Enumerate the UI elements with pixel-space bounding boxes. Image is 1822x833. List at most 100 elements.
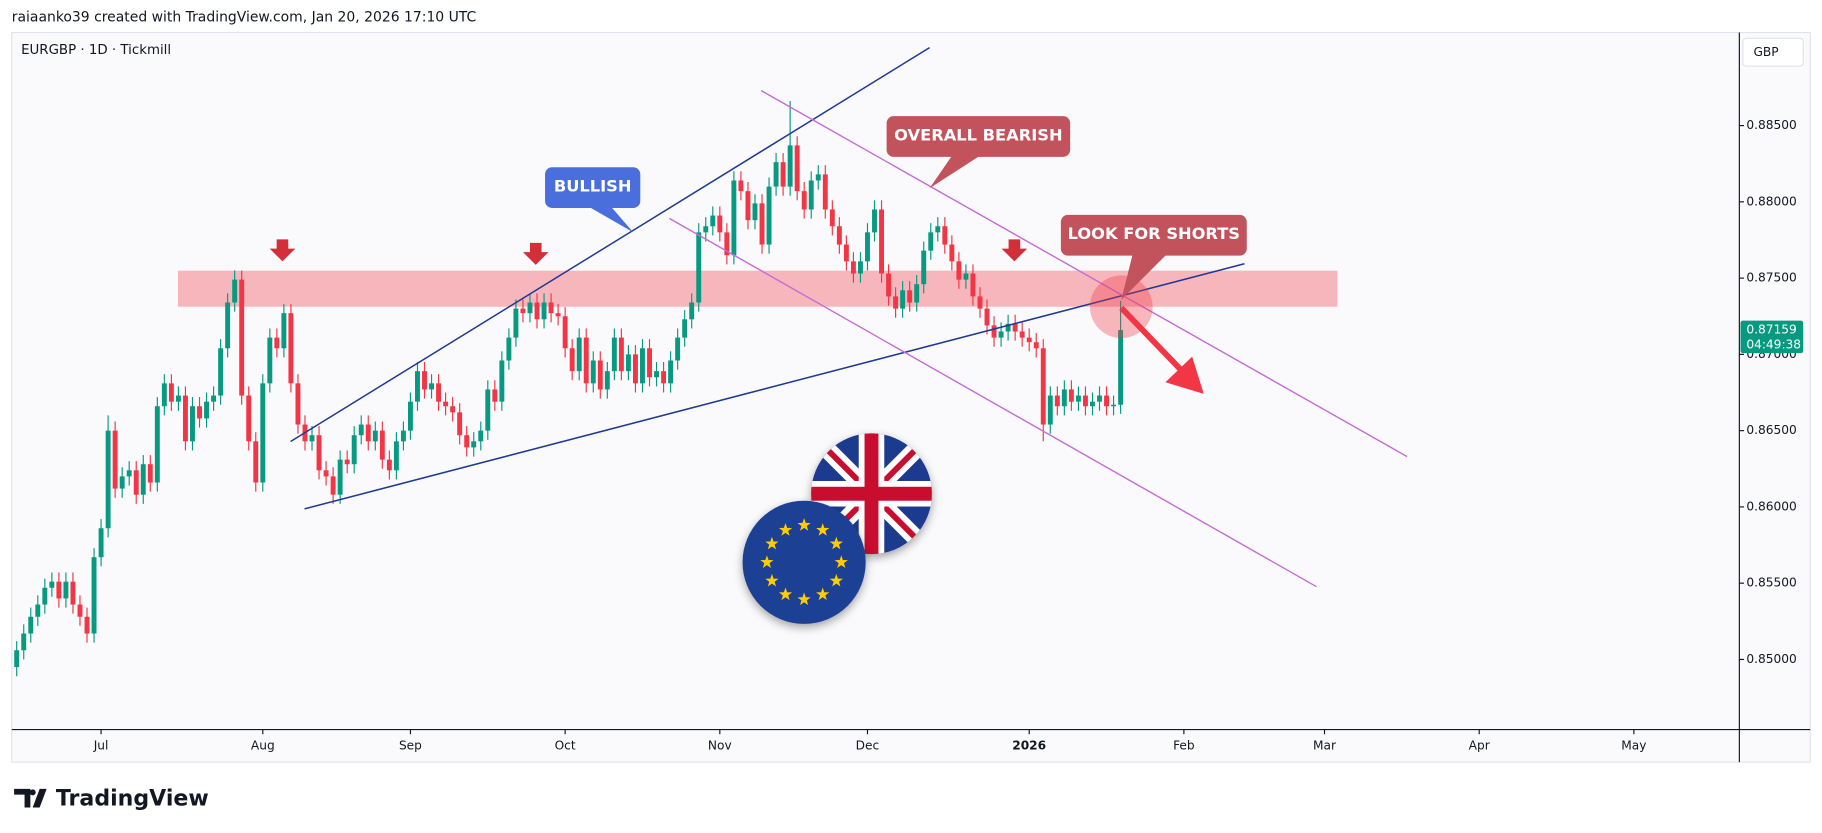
- candle-body: [112, 430, 118, 489]
- eu-star: [765, 573, 779, 587]
- candle-body: [597, 360, 603, 390]
- x-tick-label: Apr: [1469, 738, 1491, 752]
- candle-body: [98, 528, 104, 558]
- candle-body: [175, 395, 181, 402]
- candle-body: [253, 441, 259, 483]
- y-tick-label: 0.85000: [1746, 652, 1796, 666]
- candle-body: [541, 302, 547, 320]
- candle-body: [654, 371, 660, 378]
- x-tick-label: Nov: [708, 738, 732, 752]
- y-tick-label: 0.87500: [1746, 271, 1796, 285]
- candle-body: [668, 360, 674, 384]
- candle-body: [63, 581, 69, 599]
- candle-body: [1012, 323, 1018, 332]
- candle-body: [632, 354, 638, 384]
- candle-body: [457, 412, 463, 436]
- candle-body: [499, 360, 505, 402]
- candle-body: [386, 459, 392, 471]
- candle-body: [661, 371, 667, 384]
- candle-body: [168, 383, 174, 402]
- candle-body: [105, 430, 111, 529]
- candle-body: [450, 406, 456, 413]
- y-tick-label: 0.88500: [1746, 118, 1796, 132]
- candle-body: [211, 395, 217, 402]
- candle-body: [682, 319, 688, 338]
- candle-body: [182, 395, 188, 442]
- candle-body: [618, 337, 624, 372]
- candle-body: [534, 302, 540, 320]
- candle-body: [288, 313, 294, 384]
- candle-body: [822, 174, 828, 210]
- eu-star: [797, 518, 811, 531]
- candle-body: [977, 296, 983, 309]
- candle-body: [443, 401, 449, 407]
- eu-flag: [742, 500, 866, 624]
- candle-body: [154, 406, 160, 483]
- candle-body: [1040, 348, 1046, 425]
- eu-star: [797, 592, 811, 606]
- candle-body: [239, 279, 245, 396]
- channel-line: [669, 217, 1317, 588]
- logo-icon: [29, 789, 36, 796]
- candle-body: [611, 337, 617, 372]
- candle-body: [267, 337, 273, 384]
- candle-body: [1104, 395, 1110, 407]
- candle-body: [323, 470, 329, 477]
- candle-body: [1118, 330, 1124, 405]
- candle-body: [225, 302, 231, 349]
- candle-body: [1090, 401, 1095, 407]
- resistance-zone: [177, 270, 1338, 307]
- candle-body: [1068, 389, 1074, 402]
- candle-body: [415, 371, 420, 402]
- down-arrow: [522, 242, 549, 265]
- candle-body: [738, 180, 744, 192]
- candle-body: [126, 470, 132, 477]
- logo: TradingView: [14, 786, 209, 811]
- candle-body: [879, 209, 885, 274]
- candle-body: [365, 424, 371, 442]
- candle-body: [886, 273, 892, 297]
- annotation-bubble[interactable]: [545, 167, 641, 208]
- x-tick-label: Aug: [251, 738, 275, 752]
- eu-star: [765, 536, 779, 550]
- candle-body: [506, 337, 512, 361]
- y-axis: 0.850000.855000.860000.865000.870000.875…: [1739, 118, 1797, 666]
- candle-body: [956, 261, 962, 280]
- candle-body: [464, 435, 470, 448]
- candle-body: [780, 162, 786, 187]
- annotation-bubble[interactable]: [886, 116, 1071, 157]
- eu-star: [816, 587, 830, 601]
- eu-star: [760, 555, 774, 568]
- candle-body: [850, 261, 856, 274]
- candle-body: [21, 633, 27, 651]
- candle-body: [133, 470, 139, 495]
- currency-box[interactable]: [1742, 37, 1804, 67]
- annotation-bubble[interactable]: [1060, 214, 1247, 256]
- candle-body: [604, 371, 610, 390]
- candle-body: [590, 360, 596, 384]
- candle-body: [766, 186, 772, 245]
- x-axis: Jul Aug Sep Oct Nov Dec 2026 Feb Mar Apr May: [93, 729, 1646, 752]
- candle-body: [56, 581, 62, 599]
- candle-body: [471, 441, 477, 448]
- currency-label: GBP: [1753, 45, 1778, 59]
- candle-body: [787, 145, 793, 187]
- candle-body: [274, 337, 280, 349]
- candle-body: [119, 476, 125, 489]
- candle-body: [316, 435, 322, 471]
- candle-body: [914, 284, 920, 303]
- eu-star: [829, 536, 843, 550]
- last-price-box: [1740, 320, 1804, 354]
- candle-body: [358, 424, 364, 436]
- candle-body: [1019, 331, 1025, 338]
- candle-body: [745, 191, 751, 221]
- candle-body: [246, 395, 252, 442]
- candle-body: [478, 430, 484, 442]
- candle-body: [492, 389, 498, 402]
- x-tick-label: 2026: [1012, 738, 1046, 752]
- candle-body: [260, 383, 266, 483]
- candle-body: [422, 371, 427, 390]
- y-tick-label: 0.86500: [1746, 423, 1796, 437]
